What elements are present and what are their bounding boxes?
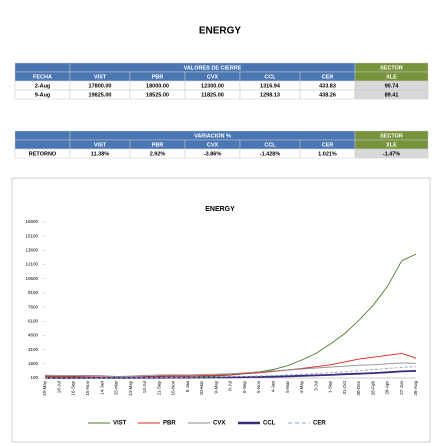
cell-text: 18000.00 [146, 83, 169, 89]
table-cell [354, 89, 429, 100]
legend-label: PBR [163, 421, 176, 427]
cell-text: 2.92% [150, 151, 166, 157]
y-tick-label: 15100 [25, 233, 38, 238]
y-tick-label: 9100 [28, 290, 39, 295]
cell-text: 11.38% [91, 151, 109, 157]
x-tick-label: 4-Jan [270, 381, 275, 393]
cell-text: -1.428% [260, 151, 281, 157]
y-tick-label: 3100 [28, 347, 39, 352]
cell-text: VALORES DE CIERRE [184, 65, 242, 71]
cell-text: 438.26 [319, 92, 336, 98]
cell-text: 11825.00 [201, 92, 224, 98]
x-tick-label: 28-Feb [370, 381, 375, 396]
cell-text: 90.74 [385, 83, 400, 89]
cell-text: VIST [94, 142, 107, 148]
cell-text: SECTOR [380, 65, 403, 71]
page-title: ENERGY [199, 26, 242, 37]
y-tick-label: 10600 [25, 276, 38, 281]
cell-text: 1.021% [318, 151, 337, 157]
cell-text: 18525.00 [146, 92, 169, 98]
y-tick-label: 16600 [25, 219, 38, 224]
x-tick-label: 11-Sep [156, 381, 161, 396]
cell-text: 19825.00 [89, 92, 112, 98]
cell-text: CCL [264, 74, 276, 80]
y-tick-label: 1600 [28, 361, 39, 366]
x-tick-label: 19-May [42, 380, 47, 396]
x-tick-label: 5-Nov [256, 380, 261, 393]
x-tick-label: 6-Sep [242, 381, 247, 394]
x-tick-label: 31-Oct [342, 380, 347, 394]
cell-text: 9-Aug [35, 92, 51, 98]
chart-frame [11, 177, 431, 443]
series-line [44, 362, 417, 377]
cell-text: 12300.00 [201, 83, 224, 89]
table-cell [14, 62, 71, 73]
y-tick-label: 12100 [25, 262, 38, 267]
cell-text: SECTOR [380, 133, 403, 139]
x-tick-label: 15-Mar [114, 381, 119, 396]
x-tick-label: 3-Jul [313, 381, 318, 391]
cell-text: VARIACION % [194, 133, 231, 139]
x-tick-label: 5-Mar [285, 381, 290, 393]
cell-text: -1.47% [383, 151, 401, 157]
cell-text: 1316.94 [260, 83, 281, 89]
cell-text: CCL [264, 142, 276, 148]
x-tick-label: 14-Jan [99, 381, 104, 395]
x-tick-label: 1-Sep [328, 381, 333, 394]
y-tick-label: 13600 [25, 248, 38, 253]
x-tick-label: 27-Jun [399, 381, 404, 395]
cell-text: XLE [386, 74, 397, 80]
x-tick-label: 9-May [213, 380, 218, 393]
cell-text: 433.83 [319, 83, 336, 89]
cell-text: FECHA [33, 74, 52, 80]
cell-text: CER [322, 74, 334, 80]
cell-text: 1298.13 [260, 92, 280, 98]
y-tick-label: 100 [30, 375, 38, 380]
y-tick-label: 7600 [28, 304, 39, 309]
x-tick-label: 9-Jan [185, 381, 190, 393]
x-tick-label: 13-Jul [142, 381, 147, 393]
cell-text: XLE [386, 142, 397, 148]
cell-text: CVX [207, 74, 219, 80]
series-line [45, 366, 417, 379]
x-tick-label: 30-Dec [356, 380, 361, 395]
legend-label: CER [313, 421, 326, 427]
x-tick-label: 4-May [299, 380, 304, 393]
y-tick-label: 4600 [28, 333, 39, 338]
legend-label: CVX [213, 421, 225, 427]
x-tick-label: 10-Nov [171, 380, 176, 395]
x-tick-label: 14-May [128, 380, 133, 396]
cell-text: VIST [94, 74, 107, 80]
y-tick-label: 6100 [28, 318, 39, 323]
cell-text: RETORNO [29, 151, 57, 157]
cell-text: 2-Aug [35, 83, 51, 89]
cell-text: PBR [152, 74, 164, 80]
cell-text: -3.86% [204, 151, 222, 157]
x-tick-label: 8-Jul [228, 381, 233, 391]
table-cell [14, 139, 71, 150]
x-tick-label: 15-Nov [85, 380, 90, 395]
legend-label: VIST [113, 421, 127, 427]
x-tick-label: 28-Apr [385, 381, 390, 395]
cell-text: 89.41 [385, 92, 399, 98]
x-tick-label: 18-Jul [56, 381, 61, 393]
legend-label: CCL [263, 421, 276, 427]
x-tick-label: 10-Mar [199, 381, 204, 396]
table-cell [14, 130, 71, 141]
table-cell [354, 148, 429, 159]
cell-text: CER [322, 142, 334, 148]
chart-title: ENERGY [205, 206, 235, 213]
x-tick-label: 16-Sep [71, 381, 76, 396]
x-tick-label: 26-Aug [413, 381, 418, 396]
cell-text: CVX [207, 142, 219, 148]
cell-text: PBR [152, 142, 164, 148]
cell-text: 17800.00 [89, 83, 112, 89]
